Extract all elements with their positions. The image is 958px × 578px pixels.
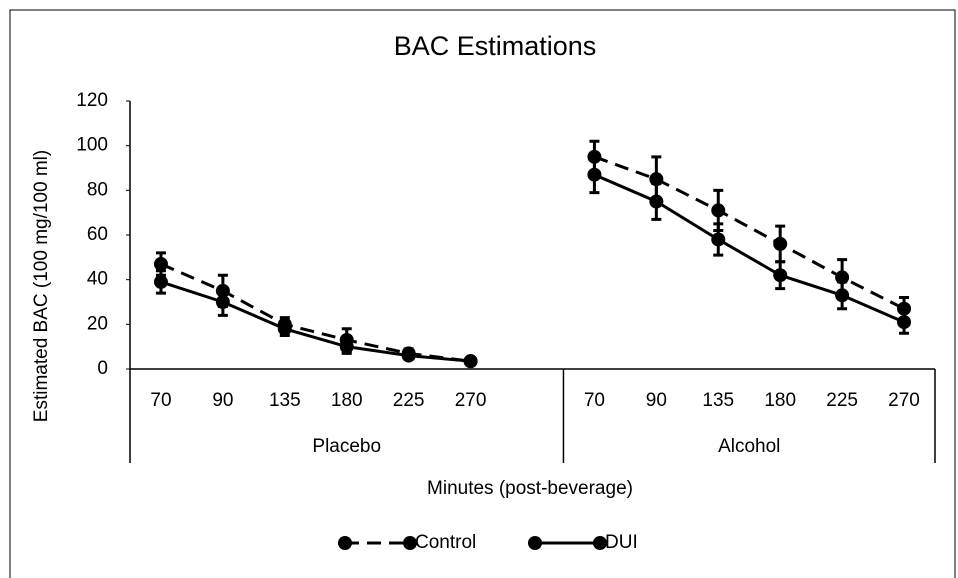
y-tick-label: 100 [76,135,108,156]
x-tick-label: 270 [888,390,920,411]
series-line [593,173,905,324]
series-marker [153,257,168,272]
series-marker [153,274,168,289]
y-axis-title: Estimated BAC (100 mg/100 ml) [31,150,52,422]
series-marker [711,203,726,218]
group-label: Alcohol [718,436,780,457]
series-marker [897,315,912,330]
series-marker [773,236,788,251]
x-tick-label: 70 [584,390,605,411]
chart-frame [9,9,956,578]
series-marker [649,194,664,209]
series-marker [277,321,292,336]
series-marker [401,348,416,363]
series-marker [773,268,788,283]
legend-marker [593,536,607,550]
series-marker [463,354,478,369]
series-marker [215,295,230,309]
x-tick-label: 225 [393,390,425,411]
x-tick-label: 70 [150,390,171,411]
series-marker [711,232,726,247]
group-label: Placebo [312,436,381,457]
x-tick-label: 90 [212,390,233,411]
y-tick-label: 0 [97,358,108,379]
series-marker [587,167,602,182]
x-tick-label: 135 [269,390,301,411]
x-tick-label: 180 [331,390,363,411]
series-marker [339,339,354,354]
legend-marker [338,536,352,550]
chart-title: BAC Estimations [394,31,597,61]
x-tick-label: 135 [702,390,734,411]
legend-marker [403,536,417,550]
y-tick-label: 40 [87,269,108,290]
series-line [593,155,905,311]
y-tick-label: 60 [87,224,108,245]
x-axis-title: Minutes (post-beverage) [427,478,633,499]
legend-label: Control [415,532,476,553]
legend-label: DUI [605,532,638,553]
x-tick-label: 90 [646,390,667,411]
y-tick-label: 20 [87,313,108,334]
x-tick-label: 180 [764,390,796,411]
legend-marker [528,536,542,550]
y-tick-label: 120 [76,90,108,111]
x-tick-label: 225 [826,390,858,411]
y-tick-label: 80 [87,179,108,200]
series-marker [835,288,850,303]
series-line [160,280,471,363]
x-tick-label: 270 [455,390,487,411]
series-line [160,262,471,363]
